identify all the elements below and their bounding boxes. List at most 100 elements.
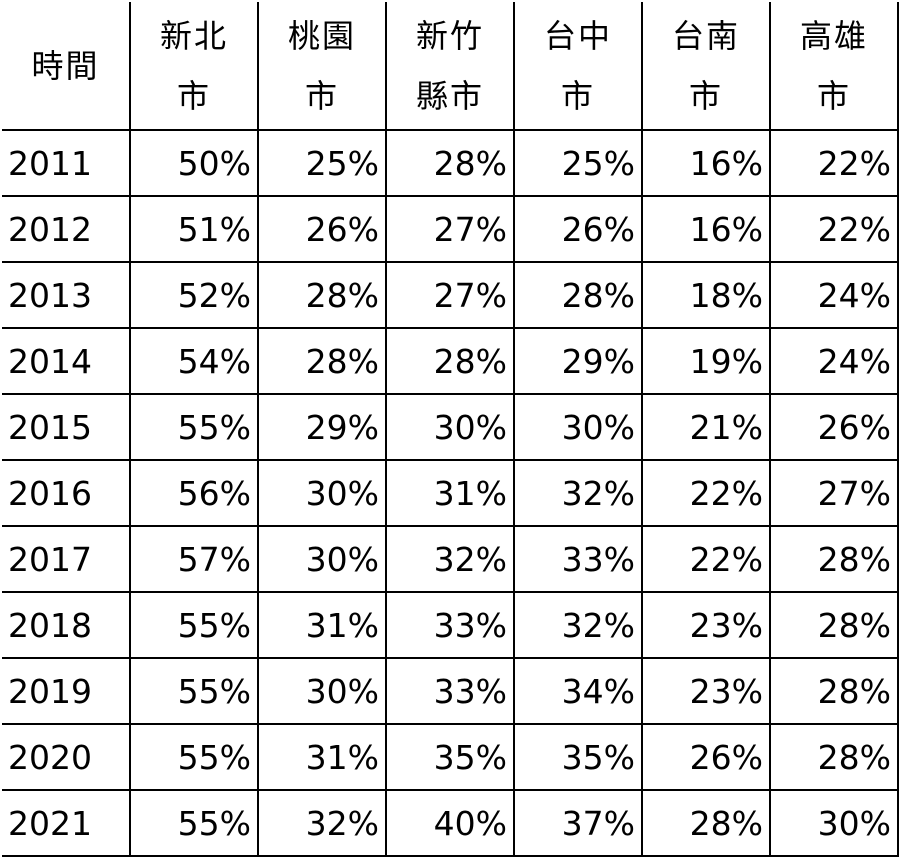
- year-cell: 2013: [2, 261, 131, 329]
- value-cell: 22%: [769, 129, 899, 197]
- header-row: 時間 新北市桃園市新竹 縣市 台中市台南市高雄市: [2, 2, 899, 131]
- column-header-line: 桃園: [287, 16, 356, 55]
- value-cell: 16%: [641, 129, 771, 197]
- value-cell: 30%: [257, 657, 387, 725]
- value-cell: 30%: [257, 525, 387, 593]
- value-cell: 28%: [513, 261, 643, 329]
- value-cell: 31%: [257, 723, 387, 791]
- value-cell: 25%: [513, 129, 643, 197]
- value-cell: 33%: [385, 657, 515, 725]
- value-cell: 55%: [129, 657, 259, 725]
- column-header: 時間: [2, 2, 131, 131]
- column-header-line: 台南: [671, 16, 740, 55]
- value-cell: 16%: [641, 195, 771, 263]
- value-cell: 56%: [129, 459, 259, 527]
- year-cell: 2017: [2, 525, 131, 593]
- column-header-line: 市: [560, 76, 595, 115]
- value-cell: 37%: [513, 789, 643, 857]
- value-cell: 32%: [513, 459, 643, 527]
- value-cell: 28%: [641, 789, 771, 857]
- table-row: 2020 55% 31% 35% 35% 26% 28%: [2, 723, 899, 791]
- table-row: 2015 55% 29% 30% 30% 21% 26%: [2, 393, 899, 461]
- value-cell: 25%: [257, 129, 387, 197]
- value-cell: 18%: [641, 261, 771, 329]
- value-cell: 26%: [769, 393, 899, 461]
- value-cell: 33%: [513, 525, 643, 593]
- table-row: 2018 55% 31% 33% 32% 23% 28%: [2, 591, 899, 659]
- value-cell: 32%: [385, 525, 515, 593]
- column-header-line: 市: [176, 76, 211, 115]
- year-cell: 2019: [2, 657, 131, 725]
- table-row: 2012 51% 26% 27% 26% 16% 22%: [2, 195, 899, 263]
- table-row: 2017 57% 30% 32% 33% 22% 28%: [2, 525, 899, 593]
- value-cell: 23%: [641, 591, 771, 659]
- value-cell: 33%: [385, 591, 515, 659]
- value-cell: 28%: [257, 261, 387, 329]
- value-cell: 28%: [385, 129, 515, 197]
- value-cell: 24%: [769, 327, 899, 395]
- value-cell: 28%: [385, 327, 515, 395]
- year-cell: 2011: [2, 129, 131, 197]
- column-header-line: 市: [304, 76, 339, 115]
- table-row: 2014 54% 28% 28% 29% 19% 24%: [2, 327, 899, 395]
- year-cell: 2014: [2, 327, 131, 395]
- value-cell: 28%: [769, 723, 899, 791]
- value-cell: 27%: [769, 459, 899, 527]
- value-cell: 28%: [769, 591, 899, 659]
- year-cell: 2018: [2, 591, 131, 659]
- value-cell: 27%: [385, 261, 515, 329]
- value-cell: 21%: [641, 393, 771, 461]
- column-header: 新北市: [129, 2, 259, 131]
- value-cell: 35%: [385, 723, 515, 791]
- value-cell: 55%: [129, 393, 259, 461]
- column-header-line: 市: [688, 76, 723, 115]
- column-header-line: 縣市: [415, 76, 484, 115]
- value-cell: 22%: [769, 195, 899, 263]
- table-row: 2016 56% 30% 31% 32% 22% 27%: [2, 459, 899, 527]
- value-cell: 57%: [129, 525, 259, 593]
- year-cell: 2021: [2, 789, 131, 857]
- value-cell: 24%: [769, 261, 899, 329]
- column-header: 台南市: [641, 2, 771, 131]
- column-header: 台中市: [513, 2, 643, 131]
- value-cell: 51%: [129, 195, 259, 263]
- value-cell: 55%: [129, 591, 259, 659]
- year-cell: 2016: [2, 459, 131, 527]
- table-row: 2021 55% 32% 40% 37% 28% 30%: [2, 789, 899, 857]
- value-cell: 30%: [385, 393, 515, 461]
- value-cell: 31%: [257, 591, 387, 659]
- column-header-line: 時間: [31, 46, 100, 85]
- value-cell: 23%: [641, 657, 771, 725]
- value-cell: 35%: [513, 723, 643, 791]
- value-cell: 34%: [513, 657, 643, 725]
- value-cell: 30%: [769, 789, 899, 857]
- table-row: 2013 52% 28% 27% 28% 18% 24%: [2, 261, 899, 329]
- column-header-line: 市: [816, 76, 851, 115]
- value-cell: 28%: [257, 327, 387, 395]
- column-header-line: 台中: [543, 16, 612, 55]
- column-header: 新竹 縣市: [385, 2, 515, 131]
- value-cell: 19%: [641, 327, 771, 395]
- value-cell: 26%: [513, 195, 643, 263]
- value-cell: 27%: [385, 195, 515, 263]
- value-cell: 52%: [129, 261, 259, 329]
- value-cell: 30%: [513, 393, 643, 461]
- value-cell: 29%: [513, 327, 643, 395]
- column-header-line: 新竹: [415, 16, 484, 55]
- year-cell: 2012: [2, 195, 131, 263]
- value-cell: 32%: [257, 789, 387, 857]
- value-cell: 30%: [257, 459, 387, 527]
- value-cell: 28%: [769, 657, 899, 725]
- value-cell: 22%: [641, 459, 771, 527]
- value-cell: 54%: [129, 327, 259, 395]
- value-cell: 22%: [641, 525, 771, 593]
- column-header: 桃園市: [257, 2, 387, 131]
- value-cell: 40%: [385, 789, 515, 857]
- column-header: 高雄市: [769, 2, 899, 131]
- value-cell: 31%: [385, 459, 515, 527]
- value-cell: 55%: [129, 723, 259, 791]
- year-cell: 2015: [2, 393, 131, 461]
- value-cell: 32%: [513, 591, 643, 659]
- table-row: 2011 50% 25% 28% 25% 16% 22%: [2, 129, 899, 197]
